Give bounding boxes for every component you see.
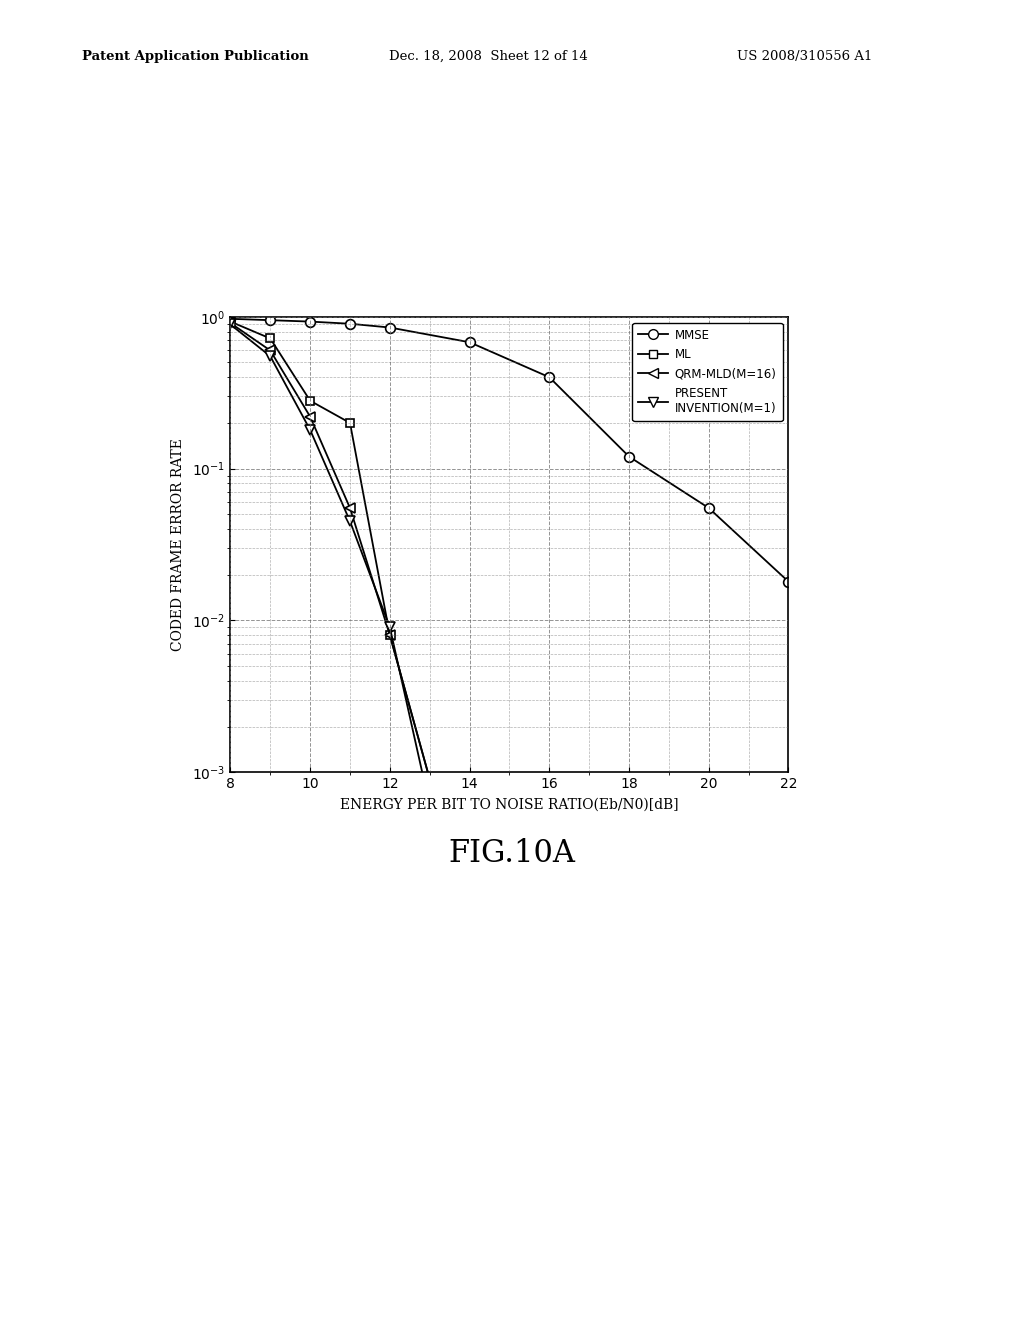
- ML: [424, 771, 436, 787]
- MMSE: [623, 449, 635, 465]
- MMSE: [702, 500, 715, 516]
- Line: ML: ML: [226, 317, 434, 783]
- Line: PRESENT
INVENTION(M=1): PRESENT INVENTION(M=1): [225, 319, 434, 810]
- QRM-MLD(M=16): [424, 771, 436, 787]
- ML: [344, 414, 356, 430]
- MMSE: [782, 574, 795, 590]
- QRM-MLD(M=16): [224, 315, 237, 331]
- PRESENT
INVENTION(M=1): [224, 317, 237, 333]
- QRM-MLD(M=16): [384, 627, 396, 643]
- ML: [224, 314, 237, 330]
- Text: Patent Application Publication: Patent Application Publication: [82, 50, 308, 63]
- MMSE: [304, 314, 316, 330]
- PRESENT
INVENTION(M=1): [304, 422, 316, 438]
- PRESENT
INVENTION(M=1): [424, 799, 436, 814]
- ML: [304, 393, 316, 409]
- Text: Dec. 18, 2008  Sheet 12 of 14: Dec. 18, 2008 Sheet 12 of 14: [389, 50, 588, 63]
- PRESENT
INVENTION(M=1): [384, 619, 396, 635]
- PRESENT
INVENTION(M=1): [264, 348, 276, 364]
- MMSE: [464, 334, 476, 350]
- Line: QRM-MLD(M=16): QRM-MLD(M=16): [225, 318, 434, 784]
- X-axis label: ENERGY PER BIT TO NOISE RATIO(Eb/N0)[dB]: ENERGY PER BIT TO NOISE RATIO(Eb/N0)[dB]: [340, 799, 679, 812]
- QRM-MLD(M=16): [304, 409, 316, 425]
- Text: US 2008/310556 A1: US 2008/310556 A1: [737, 50, 872, 63]
- MMSE: [264, 313, 276, 329]
- QRM-MLD(M=16): [264, 343, 276, 359]
- Y-axis label: CODED FRAME ERROR RATE: CODED FRAME ERROR RATE: [171, 438, 185, 651]
- MMSE: [384, 319, 396, 335]
- Legend: MMSE, ML, QRM-MLD(M=16), PRESENT
INVENTION(M=1): MMSE, ML, QRM-MLD(M=16), PRESENT INVENTI…: [632, 322, 782, 421]
- ML: [264, 330, 276, 346]
- Text: FIG.10A: FIG.10A: [449, 838, 575, 869]
- ML: [384, 627, 396, 643]
- MMSE: [543, 370, 555, 385]
- Line: MMSE: MMSE: [225, 314, 794, 586]
- PRESENT
INVENTION(M=1): [344, 513, 356, 529]
- MMSE: [224, 312, 237, 327]
- QRM-MLD(M=16): [344, 500, 356, 516]
- MMSE: [344, 315, 356, 331]
